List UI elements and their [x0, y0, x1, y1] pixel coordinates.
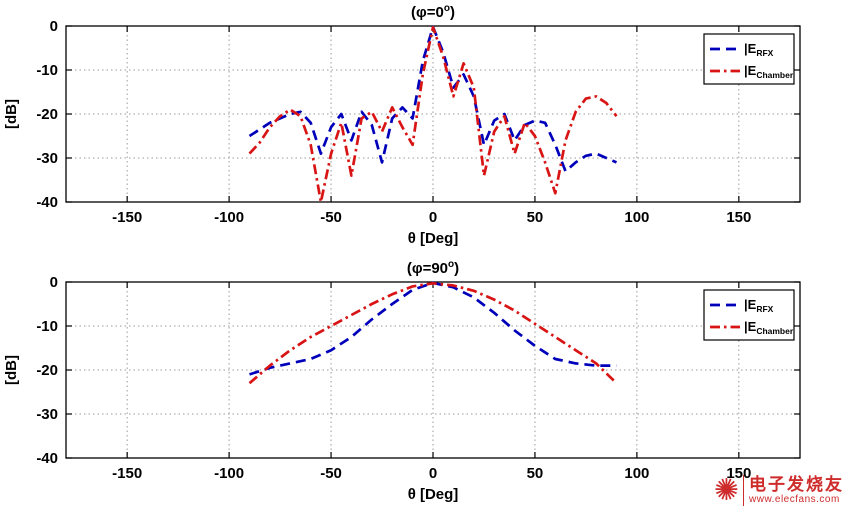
chart-phi0: -150 -100 -50 0 50 100 150 0 -10 -20 -30 -40 (φ=0o) θ… — [3, 3, 801, 247]
x-tick-label: -100 — [214, 209, 244, 226]
y-tick-label: -10 — [36, 62, 58, 79]
y-tick-label: -10 — [36, 318, 58, 335]
y-axis-label: [dB] — [3, 99, 20, 129]
x-tick-label: -50 — [320, 209, 342, 226]
y-tick-label: -40 — [36, 450, 58, 467]
x-tick-label: 100 — [624, 209, 649, 226]
y-tick-label: 0 — [50, 18, 58, 35]
series-E_Chamber — [248, 25, 618, 204]
y-axis-label: [dB] — [3, 355, 20, 385]
watermark-title: 电子发烧友 — [749, 475, 844, 494]
y-tick-label: -20 — [36, 362, 58, 379]
legend-label: |EChamber — [744, 319, 794, 336]
legend-label: |ERFX — [744, 297, 774, 314]
y-tick-label: -30 — [36, 406, 58, 423]
legend-label: |ERFX — [744, 41, 774, 58]
y-tick-label: -20 — [36, 106, 58, 123]
chart-phi90: -150 -100 -50 0 50 100 150 0 -10 -20 -30 -40 (φ=90o)… — [3, 259, 801, 503]
series-E_Chamber — [248, 281, 618, 385]
watermark-url: www.elecfans.com — [749, 494, 840, 505]
x-tick-label: 0 — [429, 465, 437, 482]
chart-title: (φ=0o) — [411, 3, 455, 21]
x-tick-label: 150 — [726, 465, 751, 482]
legend — [703, 289, 795, 341]
chart-title: (φ=90o) — [407, 259, 459, 277]
x-tick-label: -50 — [320, 465, 342, 482]
x-tick-label: 100 — [624, 465, 649, 482]
x-tick-label: -150 — [112, 209, 142, 226]
x-tick-label: -150 — [112, 465, 142, 482]
x-tick-label: 0 — [429, 209, 437, 226]
x-tick-label: 50 — [527, 465, 544, 482]
legend — [703, 33, 795, 85]
x-tick-label: 150 — [726, 209, 751, 226]
x-tick-label: 50 — [527, 209, 544, 226]
y-tick-label: -30 — [36, 150, 58, 167]
y-tick-label: 0 — [50, 274, 58, 291]
x-tick-label: -100 — [214, 465, 244, 482]
watermark: ✺ 电子发烧友 www.elecfans.com — [714, 475, 844, 506]
x-axis-label: θ [Deg] — [408, 486, 459, 503]
legend-label: |EChamber — [744, 63, 794, 80]
y-tick-label: -40 — [36, 194, 58, 211]
x-axis-label: θ [Deg] — [408, 230, 459, 247]
elecfans-logo-icon: ✺ — [713, 472, 739, 508]
